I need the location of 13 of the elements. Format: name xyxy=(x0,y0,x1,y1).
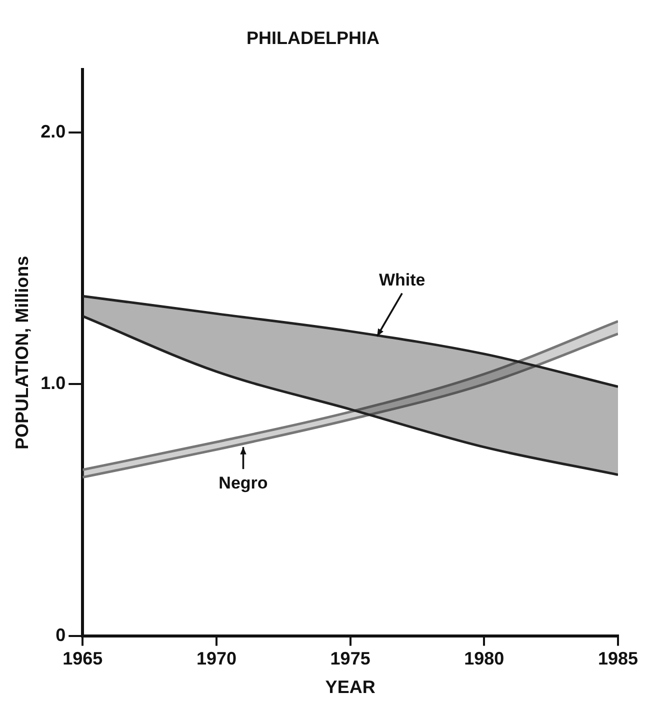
x-tick-label: 1980 xyxy=(464,648,504,669)
x-tick-label: 1970 xyxy=(196,648,236,669)
annotation: Negro xyxy=(218,473,268,492)
annotation: White xyxy=(378,270,426,290)
x-axis-title: YEAR xyxy=(325,677,376,698)
y-tick-label: 0 xyxy=(56,624,66,645)
chart-title: PHILADELPHIA xyxy=(246,28,380,48)
x-tick-label: 1965 xyxy=(62,648,103,669)
y-axis-title: POPULATION, Millions xyxy=(12,256,32,450)
x-tick-label: 1975 xyxy=(330,648,370,669)
y-tick-label: 1.0 xyxy=(40,373,66,394)
x-tick-label: 1985 xyxy=(598,648,638,669)
y-tick-label: 2.0 xyxy=(40,121,66,142)
